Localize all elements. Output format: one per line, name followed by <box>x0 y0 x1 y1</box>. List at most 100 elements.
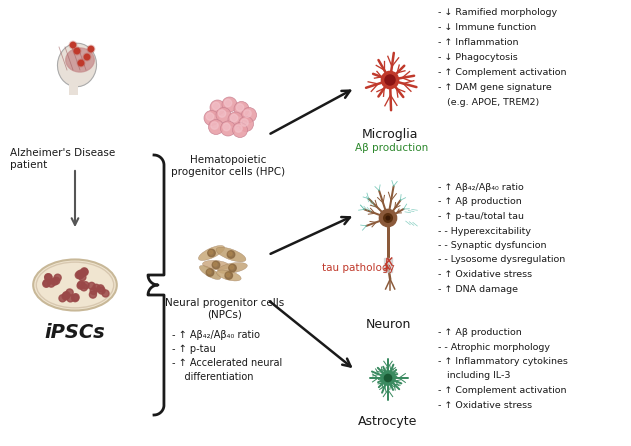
Ellipse shape <box>216 270 241 281</box>
Circle shape <box>384 374 392 382</box>
Text: - ↑ Aβ production: - ↑ Aβ production <box>438 328 522 337</box>
Circle shape <box>211 122 218 129</box>
Circle shape <box>226 273 230 277</box>
Circle shape <box>242 107 256 123</box>
Circle shape <box>235 125 242 132</box>
Text: - - Atrophic morphology: - - Atrophic morphology <box>438 343 550 351</box>
Circle shape <box>81 268 88 275</box>
Circle shape <box>98 287 105 294</box>
Circle shape <box>43 280 50 287</box>
Ellipse shape <box>33 260 117 310</box>
Circle shape <box>224 99 232 107</box>
Text: - ↑ Complement activation: - ↑ Complement activation <box>438 386 567 395</box>
Circle shape <box>208 249 215 257</box>
Circle shape <box>386 216 390 220</box>
Circle shape <box>234 102 249 116</box>
Circle shape <box>239 116 254 132</box>
Circle shape <box>209 250 213 254</box>
Circle shape <box>385 75 395 85</box>
Text: tau pathology: tau pathology <box>322 263 394 273</box>
Circle shape <box>102 290 109 297</box>
Text: iPSCs: iPSCs <box>45 323 105 342</box>
Circle shape <box>222 97 237 112</box>
Circle shape <box>228 252 232 256</box>
Circle shape <box>72 295 79 301</box>
Circle shape <box>97 285 104 292</box>
Circle shape <box>93 284 100 291</box>
Text: including IL-3: including IL-3 <box>438 372 510 380</box>
Circle shape <box>218 110 226 117</box>
Bar <box>384 258 392 272</box>
Circle shape <box>67 295 74 302</box>
Ellipse shape <box>198 246 225 260</box>
Circle shape <box>75 272 82 279</box>
Circle shape <box>87 45 95 53</box>
Circle shape <box>59 295 66 302</box>
Ellipse shape <box>216 247 246 262</box>
Circle shape <box>63 292 70 299</box>
Text: - ↑ Inflammatory cytokines: - ↑ Inflammatory cytokines <box>438 357 568 366</box>
Circle shape <box>228 112 243 127</box>
Text: - ↑ Aβ production: - ↑ Aβ production <box>438 198 522 206</box>
Circle shape <box>90 291 97 298</box>
Circle shape <box>206 269 214 276</box>
Text: - ↑ Aβ₄₂/Aβ₄₀ ratio: - ↑ Aβ₄₂/Aβ₄₀ ratio <box>172 330 260 340</box>
Circle shape <box>77 282 84 289</box>
Circle shape <box>227 251 235 258</box>
Circle shape <box>78 270 86 277</box>
Text: - ↑ Oxidative stress: - ↑ Oxidative stress <box>438 270 532 279</box>
Text: - ↑ Aβ₄₂/Aβ₄₀ ratio: - ↑ Aβ₄₂/Aβ₄₀ ratio <box>438 183 524 192</box>
Circle shape <box>80 284 88 291</box>
Ellipse shape <box>203 260 230 270</box>
Text: - ↑ DNA damage: - ↑ DNA damage <box>438 285 518 293</box>
Ellipse shape <box>57 43 97 87</box>
Circle shape <box>379 209 397 227</box>
Text: - ↓ Ramified morphology: - ↓ Ramified morphology <box>438 8 557 17</box>
Circle shape <box>83 53 91 61</box>
Circle shape <box>88 282 95 289</box>
Circle shape <box>53 277 60 284</box>
Circle shape <box>77 272 84 279</box>
Text: Aβ production: Aβ production <box>355 143 428 153</box>
Circle shape <box>213 262 217 266</box>
Circle shape <box>208 120 223 135</box>
Circle shape <box>232 123 247 137</box>
Text: differentiation: differentiation <box>172 372 254 382</box>
Circle shape <box>206 113 214 120</box>
Circle shape <box>241 119 248 126</box>
Circle shape <box>230 114 238 122</box>
Circle shape <box>384 214 392 222</box>
Circle shape <box>244 110 251 117</box>
Circle shape <box>90 287 97 294</box>
Text: - ↑ DAM gene signature: - ↑ DAM gene signature <box>438 83 551 92</box>
Circle shape <box>72 293 79 301</box>
Text: Neuron: Neuron <box>365 318 411 331</box>
Circle shape <box>212 102 220 110</box>
Circle shape <box>81 268 88 276</box>
Circle shape <box>62 293 69 300</box>
Circle shape <box>71 42 76 48</box>
Circle shape <box>51 278 58 285</box>
Circle shape <box>208 270 211 274</box>
Circle shape <box>210 100 225 115</box>
Ellipse shape <box>66 48 94 72</box>
Circle shape <box>44 279 50 286</box>
Circle shape <box>85 54 90 60</box>
Text: Astrocyte: Astrocyte <box>358 415 418 428</box>
Circle shape <box>212 261 220 269</box>
Circle shape <box>48 280 55 287</box>
Circle shape <box>236 104 244 111</box>
Circle shape <box>220 121 235 136</box>
Circle shape <box>76 270 84 277</box>
Text: - ↑ Complement activation: - ↑ Complement activation <box>438 68 567 77</box>
Text: - - Lysosome dysregulation: - - Lysosome dysregulation <box>438 256 565 264</box>
Text: - ↑ p-tau/total tau: - ↑ p-tau/total tau <box>438 212 524 221</box>
Bar <box>69 82 78 95</box>
Circle shape <box>381 71 399 89</box>
Circle shape <box>82 282 89 289</box>
Text: - ↑ Inflammation: - ↑ Inflammation <box>438 38 519 47</box>
Text: - ↑ Accelerated neural: - ↑ Accelerated neural <box>172 358 282 368</box>
Text: - ↓ Phagocytosis: - ↓ Phagocytosis <box>438 53 518 62</box>
Circle shape <box>45 274 52 281</box>
Circle shape <box>73 47 81 55</box>
